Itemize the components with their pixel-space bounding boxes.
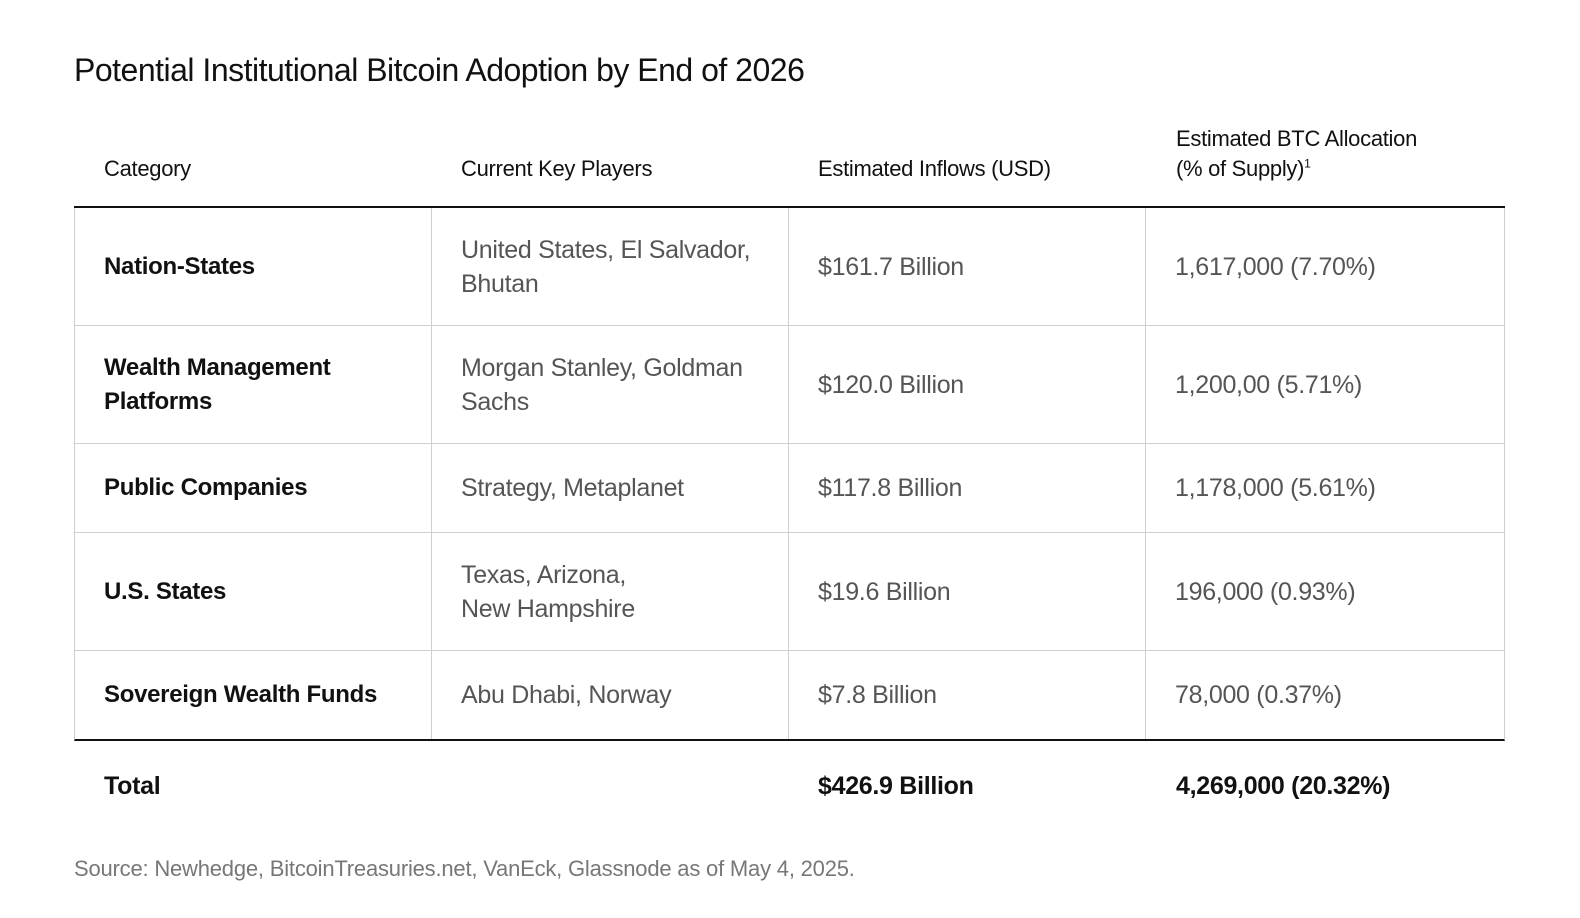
key-players-cell: Texas, Arizona, New Hampshire: [432, 533, 789, 650]
inflows-cell: $19.6 Billion: [789, 533, 1146, 650]
table-row: Nation-States United States, El Salvador…: [75, 208, 1504, 326]
category-cell: Wealth Management Platforms: [75, 326, 432, 443]
column-header-category: Category: [104, 156, 191, 181]
source-note: Source: Newhedge, BitcoinTreasuries.net,…: [74, 856, 855, 881]
key-players-text: Texas, Arizona, New Hampshire: [461, 560, 635, 623]
key-players-cell: Abu Dhabi, Norway: [432, 651, 789, 739]
key-players-cell: Strategy, Metaplanet: [432, 444, 789, 532]
column-header-allocation: Estimated BTC Allocation (% of Supply)1: [1176, 126, 1418, 181]
column-header-key-players: Current Key Players: [461, 156, 653, 181]
allocation-cell: 78,000 (0.37%): [1175, 681, 1342, 709]
table-body: Nation-States United States, El Salvador…: [74, 208, 1505, 741]
inflows-cell: $120.0 Billion: [789, 326, 1146, 443]
table-header-row: Category Current Key Players Estimated I…: [74, 118, 1505, 208]
allocation-cell: 1,178,000 (5.61%): [1175, 474, 1376, 502]
inflows-cell: $7.8 Billion: [789, 651, 1146, 739]
allocation-cell: 196,000 (0.93%): [1175, 577, 1356, 606]
table-row: U.S. States Texas, Arizona, New Hampshir…: [75, 533, 1504, 651]
total-row: Total $426.9 Billion 4,269,000 (20.32%): [74, 741, 1505, 837]
table-row: Sovereign Wealth Funds Abu Dhabi, Norway…: [75, 651, 1504, 739]
inflows-cell: $161.7 Billion: [789, 208, 1146, 325]
allocation-cell: 1,200,00 (5.71%): [1175, 370, 1362, 399]
category-cell: U.S. States: [75, 533, 432, 650]
category-cell: Public Companies: [75, 444, 432, 532]
total-allocation: 4,269,000 (20.32%): [1176, 772, 1391, 800]
adoption-table: Category Current Key Players Estimated I…: [74, 118, 1505, 837]
footnote-marker: 1: [1304, 156, 1311, 171]
key-players-cell: United States, El Salvador, Bhutan: [432, 208, 789, 325]
table-title: Potential Institutional Bitcoin Adoption…: [74, 52, 805, 88]
category-cell: Nation-States: [75, 208, 432, 325]
column-header-inflows: Estimated Inflows (USD): [818, 156, 1051, 181]
total-label: Total: [104, 772, 161, 800]
category-cell: Sovereign Wealth Funds: [75, 651, 432, 739]
table-row: Wealth Management Platforms Morgan Stanl…: [75, 326, 1504, 444]
key-players-cell: Morgan Stanley, Goldman Sachs: [432, 326, 789, 443]
table-row: Public Companies Strategy, Metaplanet $1…: [75, 444, 1504, 533]
total-inflows: $426.9 Billion: [818, 772, 974, 800]
allocation-cell: 1,617,000 (7.70%): [1175, 252, 1376, 281]
inflows-cell: $117.8 Billion: [789, 444, 1146, 532]
